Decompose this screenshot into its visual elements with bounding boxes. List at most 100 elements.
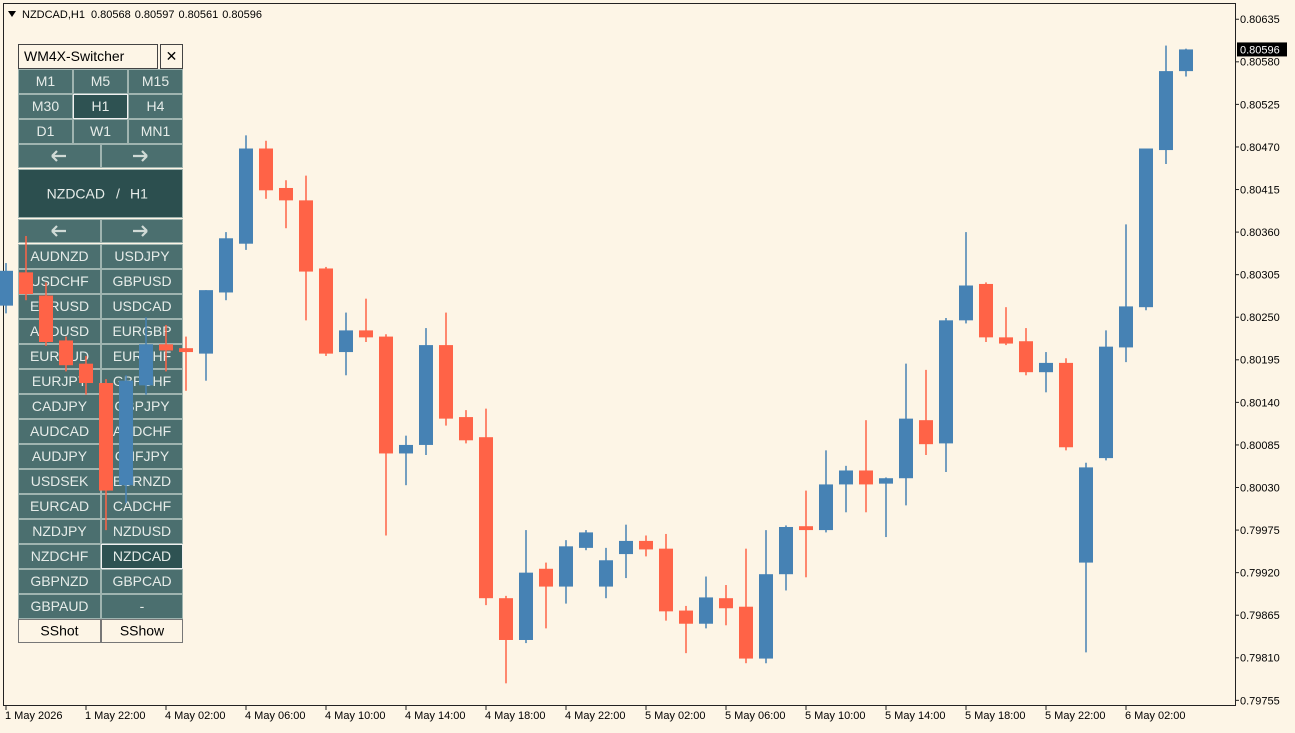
- pair-button-bg[interactable]: [18, 494, 101, 519]
- pair-button-bg[interactable]: [101, 544, 183, 569]
- panel-title-bg[interactable]: [18, 44, 158, 69]
- pair-button-bg[interactable]: [18, 519, 101, 544]
- pair-button-bg[interactable]: [101, 494, 183, 519]
- candle-body: [899, 418, 913, 479]
- timeframe-button-bg[interactable]: [18, 69, 73, 94]
- pair-button[interactable]: EURJPY: [32, 373, 88, 389]
- pair-button[interactable]: -: [140, 598, 145, 614]
- candle-body: [459, 417, 473, 441]
- candle-body: [279, 187, 293, 201]
- y-tick-label: 0.80305: [1240, 270, 1280, 282]
- pair-button-bg[interactable]: [101, 594, 183, 619]
- pair-button-bg[interactable]: [101, 269, 183, 294]
- timeframe-button[interactable]: W1: [90, 123, 111, 139]
- pair-button-bg[interactable]: [18, 244, 101, 269]
- pair-button[interactable]: USDSEK: [31, 473, 89, 489]
- timeframe-button-bg[interactable]: [128, 69, 183, 94]
- pair-button-bg[interactable]: [101, 294, 183, 319]
- pair-button[interactable]: EURUSD: [30, 298, 89, 314]
- pair-button[interactable]: AUDUSD: [30, 323, 89, 339]
- action-button-bg[interactable]: [101, 619, 183, 643]
- timeframe-button[interactable]: M5: [91, 73, 111, 89]
- candle-body: [119, 380, 133, 486]
- pair-button[interactable]: NZDCHF: [31, 548, 89, 564]
- y-tick-label: 0.80580: [1240, 57, 1280, 69]
- candle-body: [1099, 346, 1113, 459]
- pair-button[interactable]: EURGBP: [112, 323, 171, 339]
- timeframe-button[interactable]: M30: [32, 98, 59, 114]
- timeframe-button[interactable]: H1: [92, 98, 110, 114]
- arrow-left[interactable]: [51, 225, 66, 237]
- pair-button-bg[interactable]: [18, 594, 101, 619]
- timeframe-button[interactable]: H4: [147, 98, 165, 114]
- timeframe-button[interactable]: M1: [36, 73, 56, 89]
- action-button[interactable]: SShot: [40, 623, 78, 639]
- y-tick-label: 0.80140: [1240, 397, 1280, 409]
- close-button-bg[interactable]: [160, 44, 183, 69]
- timeframe-button[interactable]: M15: [142, 73, 169, 89]
- pair-button-bg[interactable]: [18, 319, 101, 344]
- pair-button[interactable]: NZDJPY: [32, 523, 87, 539]
- candle-body: [659, 548, 673, 612]
- candle-body: [239, 148, 253, 244]
- candle-body: [79, 363, 93, 384]
- menu-icon[interactable]: [8, 11, 16, 17]
- panel-title[interactable]: WM4X-Switcher: [24, 48, 125, 64]
- pair-button-bg[interactable]: [101, 469, 183, 494]
- candle-body: [419, 345, 433, 445]
- pair-button[interactable]: NZDCAD: [113, 548, 171, 564]
- pair-button-bg[interactable]: [101, 319, 183, 344]
- pair-button-bg[interactable]: [101, 394, 183, 419]
- x-tick-label: 6 May 02:00: [1125, 710, 1186, 722]
- pair-button-bg[interactable]: [18, 569, 101, 594]
- symbol: NZDCAD,H1: [22, 9, 85, 21]
- pair-button[interactable]: USDCAD: [112, 298, 171, 314]
- timeframe-button-bg[interactable]: [73, 69, 128, 94]
- pair-button-bg[interactable]: [18, 294, 101, 319]
- pair-button[interactable]: CADJPY: [32, 398, 88, 414]
- pair-button-bg[interactable]: [101, 444, 183, 469]
- pair-button[interactable]: EURCAD: [30, 498, 89, 514]
- candle-body: [179, 348, 193, 353]
- close-button[interactable]: ✕: [166, 48, 178, 64]
- pair-button[interactable]: AUDNZD: [30, 248, 88, 264]
- x-tick-label: 1 May 2026: [5, 710, 62, 722]
- pair-button[interactable]: AUDCAD: [30, 423, 89, 439]
- pair-button[interactable]: USDCHF: [30, 273, 88, 289]
- x-tick-label: 5 May 18:00: [965, 710, 1026, 722]
- timeframe-button-bg[interactable]: [73, 119, 128, 144]
- timeframe-button-bg[interactable]: [73, 94, 128, 119]
- pair-button[interactable]: GBPCAD: [112, 573, 171, 589]
- timeframe-button[interactable]: MN1: [141, 123, 171, 139]
- y-tick-label: 0.80195: [1240, 355, 1280, 367]
- candle-body: [499, 598, 513, 640]
- arrow-right[interactable]: [133, 225, 148, 237]
- pair-button-bg[interactable]: [18, 544, 101, 569]
- action-button-bg[interactable]: [18, 619, 101, 643]
- timeframe-button-bg[interactable]: [128, 119, 183, 144]
- candle-body: [1139, 148, 1153, 308]
- candle-body: [19, 272, 33, 295]
- timeframe-button-bg[interactable]: [18, 119, 73, 144]
- pair-button-bg[interactable]: [101, 244, 183, 269]
- pair-button[interactable]: AUDJPY: [32, 448, 88, 464]
- pair-button[interactable]: NZDUSD: [113, 523, 171, 539]
- candle-body: [859, 470, 873, 485]
- timeframe-button[interactable]: D1: [37, 123, 55, 139]
- pair-button-bg[interactable]: [101, 519, 183, 544]
- pair-button-bg[interactable]: [101, 569, 183, 594]
- timeframe-button-bg[interactable]: [18, 94, 73, 119]
- arrow-left[interactable]: [51, 150, 66, 162]
- pair-button[interactable]: GBPUSD: [112, 273, 171, 289]
- candle-body: [1079, 467, 1093, 563]
- pair-button[interactable]: USDJPY: [114, 248, 170, 264]
- pair-button-bg[interactable]: [18, 444, 101, 469]
- pair-button[interactable]: GBPAUD: [30, 598, 88, 614]
- pair-button[interactable]: GBPNZD: [30, 573, 88, 589]
- action-button[interactable]: SShow: [120, 623, 165, 639]
- timeframe-button-bg[interactable]: [128, 94, 183, 119]
- arrow-right[interactable]: [133, 150, 148, 162]
- y-tick-label: 0.80635: [1240, 14, 1280, 26]
- pair-button[interactable]: CADCHF: [113, 498, 171, 514]
- x-tick-label: 4 May 22:00: [565, 710, 626, 722]
